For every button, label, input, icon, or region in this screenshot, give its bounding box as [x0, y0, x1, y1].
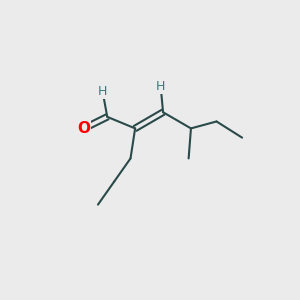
- Text: O: O: [77, 121, 91, 136]
- Text: H: H: [156, 80, 165, 93]
- Text: H: H: [98, 85, 107, 98]
